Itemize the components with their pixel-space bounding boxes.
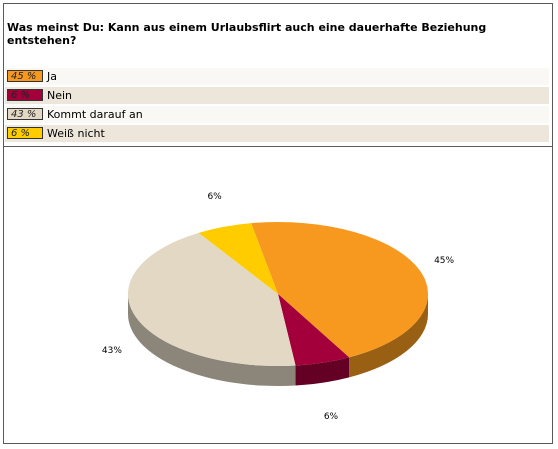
option-label: Nein — [47, 89, 73, 102]
pie-data-label-2: 43% — [102, 346, 122, 356]
pie-slice-0 — [251, 221, 428, 358]
option-label: Weiß nicht — [47, 127, 105, 140]
poll-option-kommt-darauf-an: 43 % Kommt darauf an — [5, 106, 549, 123]
percent-badge: 45 % — [7, 70, 43, 82]
poll-option-nein: 6 % Nein — [5, 87, 549, 104]
divider — [3, 146, 553, 147]
pie-slice-1 — [278, 294, 350, 366]
percent-badge: 6 % — [7, 89, 43, 101]
pie-slice-2 — [127, 232, 296, 366]
pie-side-1 — [295, 357, 350, 386]
pie-data-label-3: 6% — [207, 192, 222, 202]
option-label: Kommt darauf an — [47, 108, 143, 121]
poll-option-ja: 45 % Ja — [5, 68, 549, 85]
pie-data-label-1: 6% — [324, 412, 339, 422]
pie-slice-3 — [198, 223, 278, 294]
pie-data-label-0: 45% — [434, 256, 454, 266]
option-label: Ja — [47, 70, 57, 83]
poll-question: Was meinst Du: Kann aus einem Urlaubsfli… — [7, 21, 487, 47]
poll-option-weiss-nicht: 6 % Weiß nicht — [5, 125, 549, 142]
percent-badge: 6 % — [7, 127, 43, 139]
percent-badge: 43 % — [7, 108, 43, 120]
pie-side-2 — [128, 294, 296, 386]
pie-side-0 — [349, 294, 429, 378]
